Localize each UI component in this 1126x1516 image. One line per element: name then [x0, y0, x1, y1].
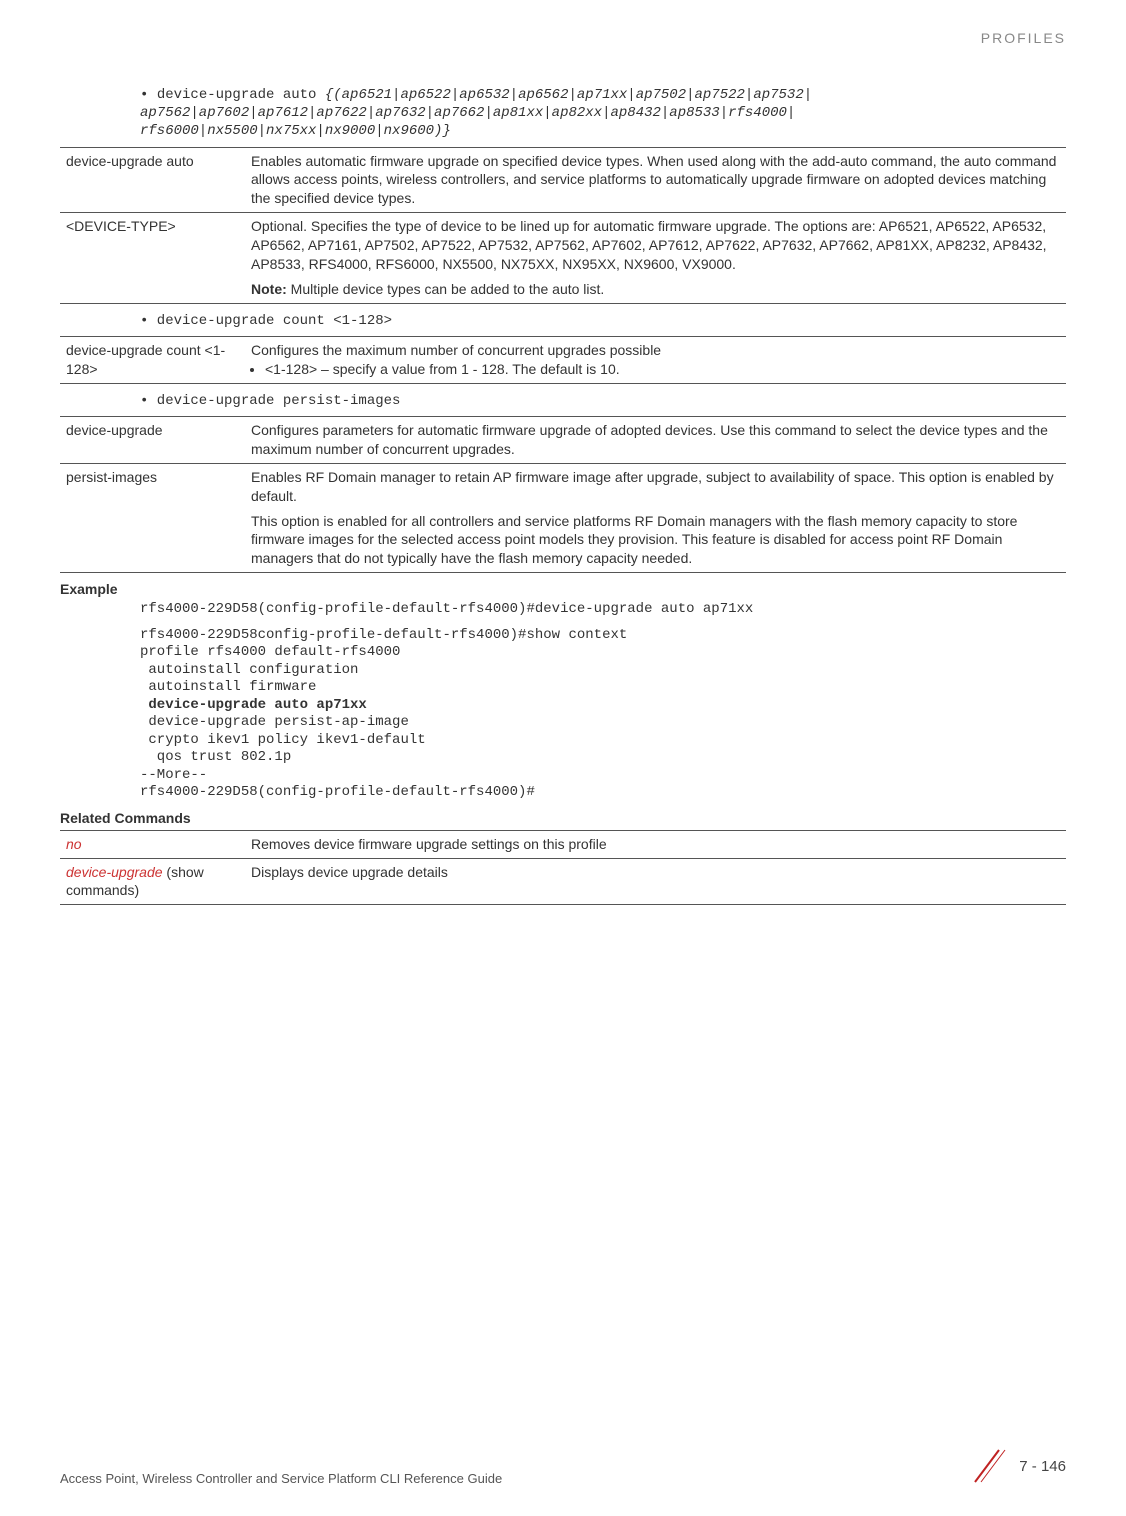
- t1-r2c1: <DEVICE-TYPE>: [60, 213, 245, 304]
- t1-r1c2: Enables automatic firmware upgrade on sp…: [245, 147, 1066, 213]
- header-title: PROFILES: [981, 30, 1066, 46]
- related-label: Related Commands: [60, 810, 1066, 826]
- page-footer: Access Point, Wireless Controller and Se…: [0, 1446, 1126, 1486]
- t2-r1c2b: <1-128> – specify a value from 1 - 128. …: [265, 360, 1060, 379]
- footer-left: Access Point, Wireless Controller and Se…: [60, 1471, 502, 1486]
- t3-r2c1: persist-images: [60, 463, 245, 572]
- t3-r2c2a: Enables RF Domain manager to retain AP f…: [251, 468, 1060, 506]
- code-block-1: • device-upgrade auto {(ap6521|ap6522|ap…: [60, 86, 1066, 141]
- t1-r2c2: Optional. Specifies the type of device t…: [245, 213, 1066, 304]
- rel-no: no: [66, 836, 82, 852]
- rel-r2c1: device-upgrade (show commands): [60, 858, 245, 905]
- slash-icon: [967, 1446, 1007, 1486]
- code-block-3: • device-upgrade persist-images: [60, 392, 1066, 410]
- example-block: rfs4000-229D58config-profile-default-rfs…: [60, 627, 1066, 802]
- table-device-upgrade-auto: device-upgrade auto Enables automatic fi…: [60, 147, 1066, 304]
- table-device-upgrade-count: device-upgrade count <1-128> Configures …: [60, 336, 1066, 384]
- code1-prefix: device-upgrade auto: [157, 87, 325, 103]
- footer-right-group: 7 - 146: [967, 1446, 1066, 1486]
- t2-r1c1: device-upgrade count <1-128>: [60, 336, 245, 383]
- t1-note-label: Note:: [251, 281, 287, 297]
- t3-r2c2: Enables RF Domain manager to retain AP f…: [245, 463, 1066, 572]
- rel-r1c1: no: [60, 830, 245, 858]
- t3-r1c1: device-upgrade: [60, 416, 245, 463]
- example-label: Example: [60, 581, 1066, 597]
- example-line1: rfs4000-229D58(config-profile-default-rf…: [60, 601, 1066, 619]
- code1-bullet: •: [140, 87, 157, 103]
- page-number: 7 - 146: [1019, 1458, 1066, 1475]
- rel-r1c2: Removes device firmware upgrade settings…: [245, 830, 1066, 858]
- table-persist-images: device-upgrade Configures parameters for…: [60, 416, 1066, 573]
- t2-r1c2a: Configures the maximum number of concurr…: [251, 341, 1060, 360]
- t2-r1c2: Configures the maximum number of concurr…: [245, 336, 1066, 383]
- t1-r2c2-note: Note: Multiple device types can be added…: [251, 280, 1060, 299]
- t3-r2c2b: This option is enabled for all controlle…: [251, 512, 1060, 569]
- rel-dev-upgrade: device-upgrade: [66, 864, 163, 880]
- t1-r2c2a: Optional. Specifies the type of device t…: [251, 217, 1060, 274]
- t1-note-text: Multiple device types can be added to th…: [287, 281, 605, 297]
- t1-r1c1: device-upgrade auto: [60, 147, 245, 213]
- rel-r2c2: Displays device upgrade details: [245, 858, 1066, 905]
- t3-r1c2: Configures parameters for automatic firm…: [245, 416, 1066, 463]
- page-header: PROFILES: [60, 0, 1066, 86]
- code-block-2: • device-upgrade count <1-128>: [60, 312, 1066, 330]
- t2-list: <1-128> – specify a value from 1 - 128. …: [265, 360, 1060, 379]
- table-related-commands: no Removes device firmware upgrade setti…: [60, 830, 1066, 906]
